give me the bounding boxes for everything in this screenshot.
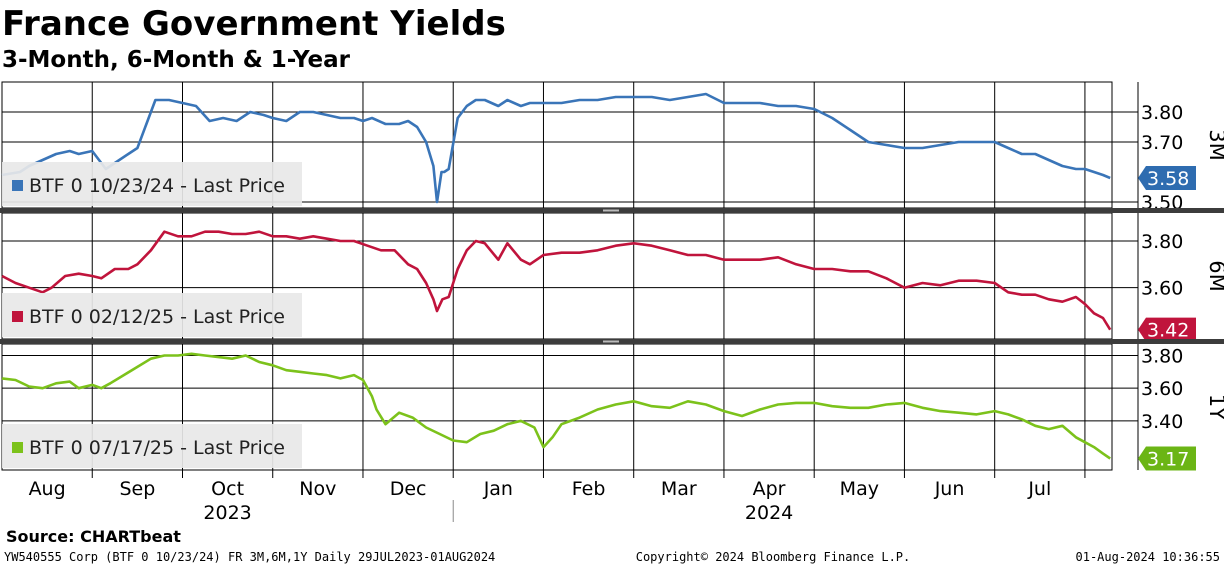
last-price-value-6m: 3.42	[1147, 320, 1189, 342]
x-tick-label: Mar	[661, 478, 697, 500]
separator-handle	[603, 340, 619, 343]
legend-swatch-6m	[12, 311, 23, 322]
legend-box	[2, 424, 302, 468]
last-price-tag-6m	[1138, 317, 1196, 342]
legend-label-1y: BTF 0 07/17/25 - Last Price	[29, 437, 285, 459]
separator-handle	[603, 209, 619, 212]
chart-title: France Government Yields	[2, 4, 506, 44]
series-line-3m	[1, 92, 1111, 204]
y-tick-label: 3.60	[1141, 278, 1183, 300]
y-tick-label: 3.80	[1141, 102, 1183, 124]
series-line-1y	[1, 352, 1111, 460]
x-tick-label: Feb	[572, 478, 606, 500]
legend-box	[2, 293, 302, 337]
y-tick-label: 3.40	[1141, 411, 1183, 433]
y-tick-label: 3.80	[1141, 345, 1183, 367]
panel-6m: 3.80 3.60 BTF 0 02/12/25 - Last Price 3.42 6…	[1, 212, 1224, 342]
last-price-tag-1y	[1138, 446, 1196, 471]
series-axis-label-3m: 3M	[1205, 129, 1224, 160]
x-tick-label: Apr	[753, 478, 786, 500]
x-tick-label: May	[840, 478, 879, 500]
legend-swatch-1y	[12, 442, 23, 453]
x-year-label: 2023	[203, 502, 251, 524]
x-tick-label: Dec	[390, 478, 427, 500]
chart-subtitle: 3-Month, 6-Month & 1-Year	[2, 47, 351, 73]
x-tick-label: Nov	[299, 478, 336, 500]
panel-1y: 3.80 3.60 3.40 BTF 0 07/17/25 - Last Price 3…	[1, 343, 1224, 471]
x-tick-label: Sep	[119, 478, 155, 500]
legend-label-6m: BTF 0 02/12/25 - Last Price	[29, 306, 285, 328]
last-price-value-1y: 3.17	[1147, 449, 1189, 471]
footer-copyright: Copyright© 2024 Bloomberg Finance L.P.	[636, 550, 911, 564]
last-price-tag-3m	[1138, 166, 1196, 190]
footer-timestamp: 01-Aug-2024 10:36:55	[1076, 550, 1221, 564]
y-tick-label: 3.60	[1141, 378, 1183, 400]
x-axis: Aug Sep Oct Nov Dec Jan Feb Mar Apr May Jun Jul 2023…	[2, 469, 1112, 524]
series-axis-label-1y: 1Y	[1205, 394, 1224, 420]
x-tick-label: Jan	[483, 478, 513, 500]
legend-swatch-3m	[12, 180, 23, 191]
footer-left: YW540555 Corp (BTF 0 10/23/24) FR 3M,6M,…	[4, 550, 495, 564]
series-axis-label-6m: 6M	[1205, 260, 1224, 291]
x-year-label: 2024	[745, 502, 793, 524]
source-note: Source: CHARTbeat	[6, 527, 181, 546]
x-tick-label: Jul	[1027, 478, 1051, 500]
legend-label-3m: BTF 0 10/23/24 - Last Price	[29, 175, 285, 197]
last-price-value-3m: 3.58	[1147, 168, 1189, 190]
x-tick-label: Aug	[29, 478, 66, 500]
series-line-6m	[1, 230, 1112, 331]
legend-box	[2, 162, 302, 206]
y-tick-label: 3.80	[1141, 231, 1183, 253]
y-tick-label: 3.70	[1141, 132, 1183, 154]
x-tick-label: Jun	[934, 478, 965, 500]
x-tick-label: Oct	[211, 478, 244, 500]
